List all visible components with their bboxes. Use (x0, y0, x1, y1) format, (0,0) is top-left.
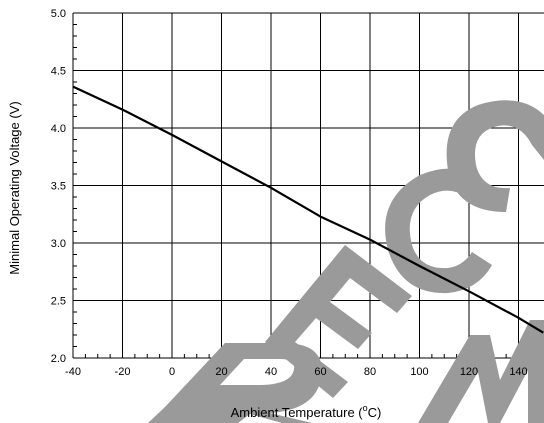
x-tick-label: 120 (460, 366, 478, 378)
x-tick-label: 40 (265, 366, 277, 378)
y-tick-label: 5.0 (51, 8, 66, 20)
x-tick-label: 20 (215, 366, 227, 378)
watermark-fragment (148, 393, 190, 423)
series-line (72, 85, 544, 334)
watermark-letter (265, 245, 412, 398)
x-tick-label: 60 (314, 366, 326, 378)
watermark-letter (446, 100, 544, 212)
y-axis-title: Minimal Operating Voltage (V) (7, 101, 22, 274)
x-tick-label: 100 (410, 366, 428, 378)
x-tick-labels: -40 -20 0 20 40 60 80 100 120 140 (65, 366, 528, 378)
x-tick-label: -40 (65, 366, 81, 378)
x-tick-label: 0 (169, 366, 175, 378)
y-tick-label: 3.5 (51, 181, 66, 193)
y-tick-label: 2.5 (51, 296, 66, 308)
watermark (148, 100, 544, 423)
watermark-letter (418, 320, 544, 423)
y-tick-label: 2.0 (51, 353, 66, 365)
y-tick-label: 4.0 (51, 123, 66, 135)
y-tick-label: 4.5 (51, 66, 66, 78)
watermark-letter (150, 343, 322, 423)
series-group (72, 85, 544, 334)
x-axis-title: Ambient Temperature (oC) (231, 403, 382, 420)
x-tick-label: 140 (509, 366, 527, 378)
x-tick-label: -20 (115, 366, 131, 378)
y-tick-labels: 2.0 2.5 3.0 3.5 4.0 4.5 5.0 (51, 8, 66, 365)
y-tick-label: 3.0 (51, 238, 66, 250)
x-tick-label: 80 (364, 366, 376, 378)
